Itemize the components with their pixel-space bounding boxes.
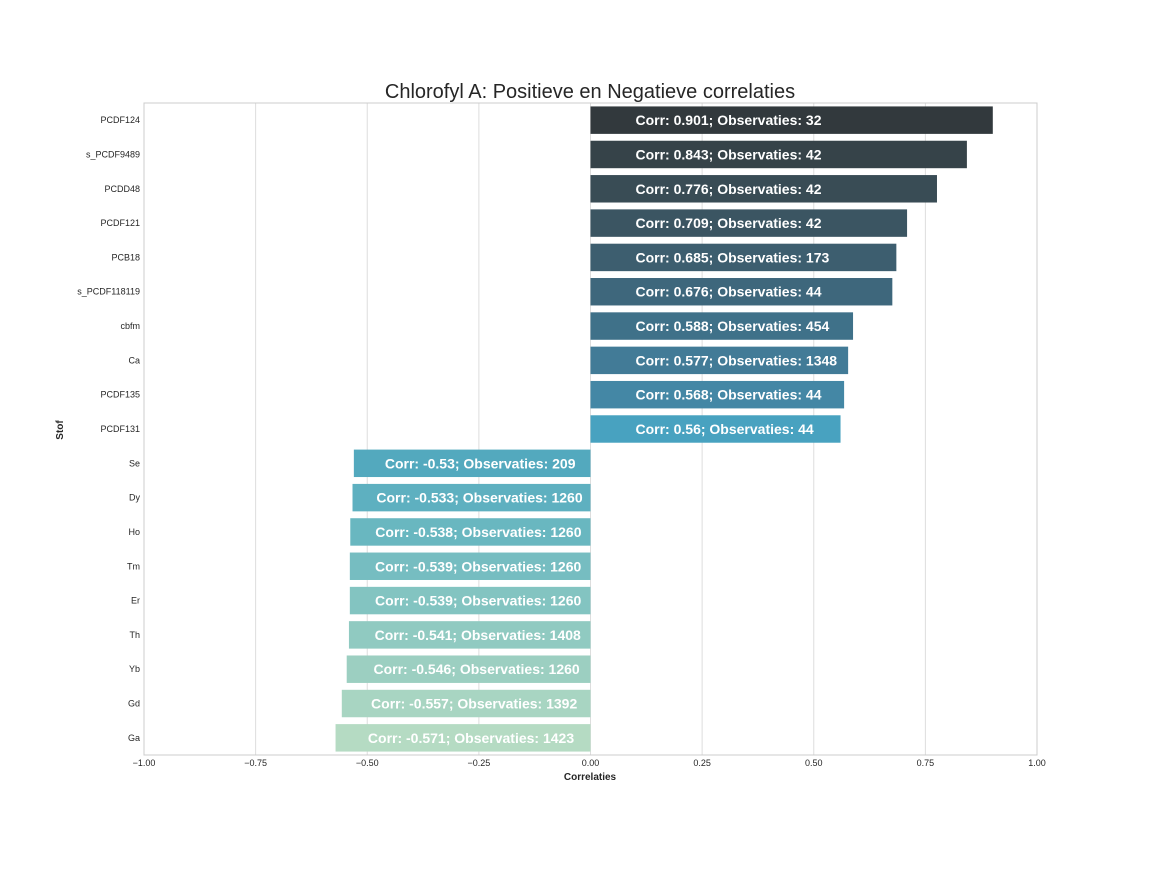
bar-data-label: Corr: -0.546; Observaties: 1260: [373, 661, 579, 677]
bar-data-label: Corr: 0.709; Observaties: 42: [636, 215, 822, 231]
bars: [335, 106, 993, 752]
bar: [590, 243, 897, 272]
bar-data-label: Corr: 0.56; Observaties: 44: [636, 421, 814, 437]
bar: [590, 346, 849, 375]
x-tick-label: 1.00: [1028, 758, 1046, 768]
y-tick-label: PCB18: [111, 252, 140, 262]
y-tick-label: Ca: [128, 355, 140, 365]
y-tick-label: cbfm: [120, 321, 140, 331]
bar-data-labels: Corr: 0.901; Observaties: 32 Corr: 0.843;…: [368, 112, 837, 746]
bar-data-label: Corr: 0.568; Observaties: 44: [636, 387, 822, 403]
x-tick-label: −1.00: [133, 758, 156, 768]
bar-data-label: Corr: -0.557; Observaties: 1392: [371, 696, 577, 712]
bar: [590, 415, 841, 443]
bar: [349, 586, 591, 615]
bar: [346, 655, 591, 683]
x-tick-label: −0.50: [356, 758, 379, 768]
x-tick-label: −0.75: [244, 758, 267, 768]
bar-data-label: Corr: -0.541; Observaties: 1408: [375, 627, 581, 643]
bar: [590, 312, 854, 340]
bar-data-label: Corr: 0.843; Observaties: 42: [636, 146, 822, 162]
bar: [350, 518, 591, 546]
bar: [590, 175, 937, 203]
y-tick-label: Gd: [128, 699, 140, 709]
bar-data-label: Corr: -0.53; Observaties: 209: [385, 455, 576, 471]
y-tick-label: Ho: [128, 527, 140, 537]
bar: [590, 209, 908, 237]
y-tick-label: PCDD48: [104, 184, 140, 194]
bar: [335, 724, 591, 752]
x-axis-label: Correlaties: [564, 772, 617, 783]
bar-data-label: Corr: 0.577; Observaties: 1348: [636, 352, 838, 368]
bar-data-label: Corr: -0.538; Observaties: 1260: [375, 524, 581, 540]
y-tick-label: PCDF135: [100, 390, 140, 400]
x-tick-label: 0.50: [805, 758, 823, 768]
plot-area-frame: [143, 102, 1038, 756]
bar-data-label: Corr: -0.539; Observaties: 1260: [375, 593, 581, 609]
bar: [348, 621, 591, 649]
bar-data-label: Corr: 0.588; Observaties: 454: [636, 318, 830, 334]
y-axis-label: Stof: [55, 420, 66, 440]
x-tick-label: 0.75: [917, 758, 935, 768]
x-tick-label: −0.25: [467, 758, 490, 768]
x-tick-label: 0.00: [582, 758, 600, 768]
bar: [590, 380, 845, 409]
y-tick-label: Th: [129, 630, 140, 640]
bar-data-label: Corr: 0.776; Observaties: 42: [636, 181, 822, 197]
y-tick-label: s_PCDF118119: [77, 287, 140, 297]
x-tick-labels: −1.00 −0.75 −0.50 −0.25 0.00 0.25 0.50 0.75 1.00: [133, 758, 1046, 768]
bar: [352, 483, 591, 512]
bar-data-label: Corr: -0.533; Observaties: 1260: [376, 490, 582, 506]
bar: [353, 449, 591, 478]
y-tick-labels: PCDF124 s_PCDF9489 PCDD48 PCDF121 PCB18 s_PCD…: [77, 115, 140, 743]
bar: [590, 278, 893, 306]
y-tick-label: PCDF121: [100, 218, 140, 228]
y-tick-label: Dy: [129, 493, 140, 503]
y-tick-label: Er: [131, 596, 140, 606]
y-tick-label: Yb: [129, 664, 140, 674]
bar: [349, 552, 591, 580]
chart-title: Chlorofyl A: Positieve en Negatieve corr…: [385, 81, 795, 103]
bar-data-label: Corr: 0.676; Observaties: 44: [636, 284, 822, 300]
y-tick-label: PCDF124: [100, 115, 140, 125]
bar-data-label: Corr: 0.685; Observaties: 173: [636, 249, 830, 265]
bar: [590, 106, 993, 134]
y-tick-label: PCDF131: [100, 424, 140, 434]
bar-data-label: Corr: -0.539; Observaties: 1260: [375, 558, 581, 574]
bar: [341, 689, 591, 718]
y-tick-label: Tm: [127, 561, 140, 571]
y-tick-label: Se: [129, 458, 140, 468]
x-tick-label: 0.25: [693, 758, 711, 768]
y-tick-label: s_PCDF9489: [86, 149, 140, 159]
bar-data-label: Corr: 0.901; Observaties: 32: [636, 112, 822, 128]
bar-data-label: Corr: -0.571; Observaties: 1423: [368, 730, 574, 746]
bar: [590, 140, 967, 169]
y-tick-label: Ga: [128, 733, 140, 743]
